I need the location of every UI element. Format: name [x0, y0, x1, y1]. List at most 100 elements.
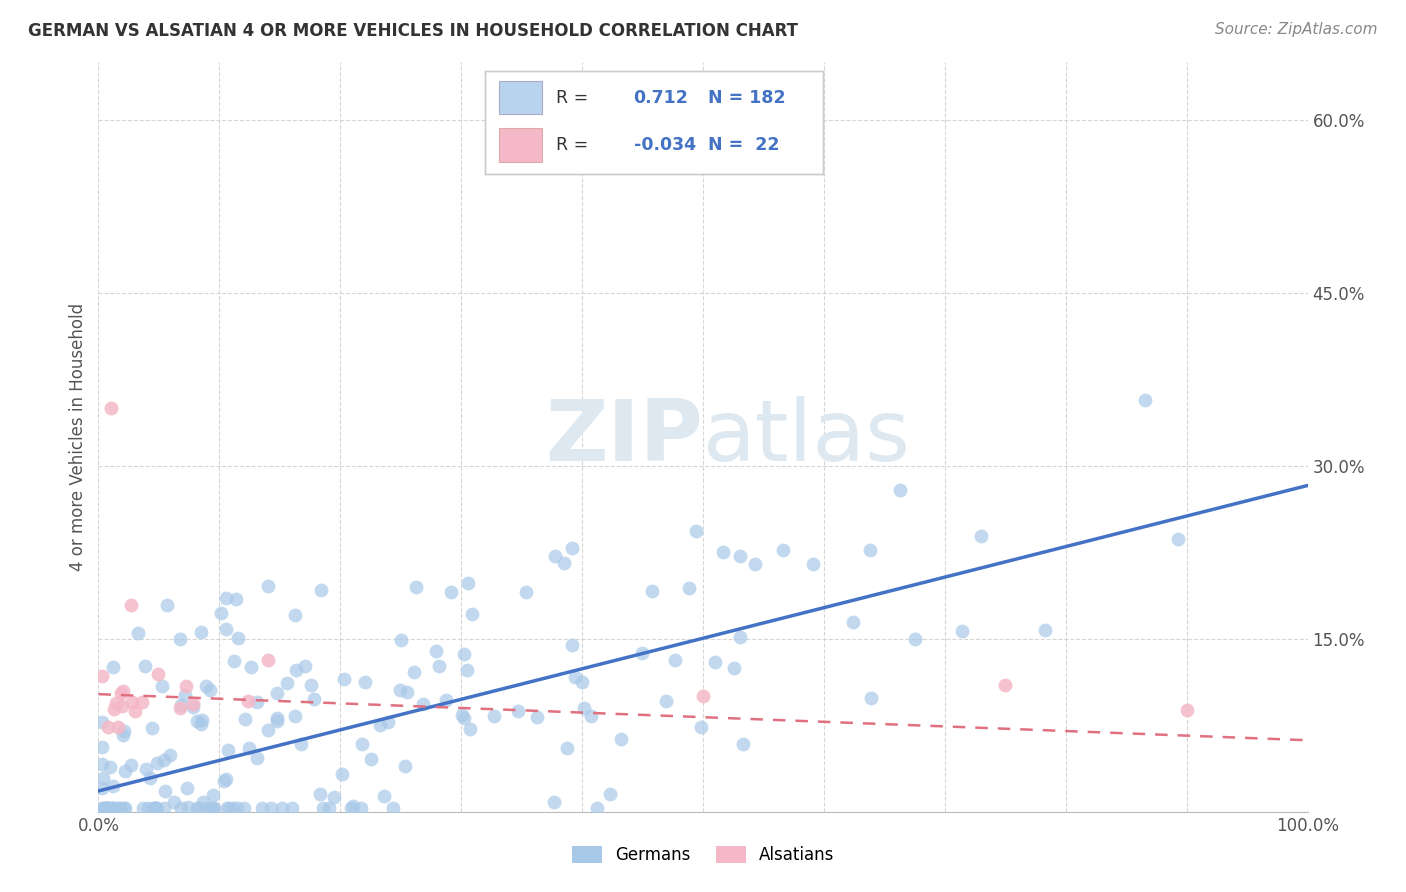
Point — [121, 695, 143, 709]
Point — [318, 801, 340, 815]
Point — [1167, 532, 1189, 546]
Text: atlas: atlas — [703, 395, 911, 479]
Point — [453, 648, 475, 662]
Point — [434, 693, 457, 707]
Point — [284, 708, 307, 723]
Point — [142, 801, 165, 815]
Point — [215, 772, 238, 786]
Point — [453, 711, 475, 725]
Point — [107, 801, 129, 815]
Point — [440, 585, 463, 599]
Y-axis label: 4 or more Vehicles in Household: 4 or more Vehicles in Household — [69, 303, 87, 571]
Point — [112, 728, 135, 742]
Point — [111, 698, 134, 713]
Point — [354, 675, 377, 690]
Point — [114, 764, 136, 779]
Point — [215, 801, 238, 815]
Point — [162, 795, 184, 809]
Bar — [499, 128, 543, 161]
Point — [246, 751, 269, 765]
Point — [950, 624, 973, 638]
Point — [239, 660, 262, 674]
Point — [284, 663, 307, 677]
Point — [215, 591, 238, 606]
Point — [152, 753, 174, 767]
Point — [405, 580, 427, 594]
Point — [543, 795, 565, 809]
Point — [228, 632, 250, 646]
Point — [309, 582, 332, 597]
Point — [412, 697, 434, 711]
Point — [994, 678, 1017, 692]
Point — [174, 688, 197, 702]
Point — [101, 801, 124, 815]
Point — [350, 737, 373, 751]
Point — [101, 801, 124, 815]
Point — [134, 659, 156, 673]
Point — [138, 772, 160, 786]
Point — [194, 801, 217, 815]
Point — [711, 544, 734, 558]
Point — [333, 673, 356, 687]
Point — [124, 705, 146, 719]
Point — [176, 781, 198, 796]
Point — [1033, 623, 1056, 637]
Point — [425, 644, 447, 658]
Point — [136, 801, 159, 815]
Point — [146, 667, 169, 681]
Point — [728, 549, 751, 563]
Point — [238, 741, 260, 756]
Point — [368, 718, 391, 732]
Point — [176, 800, 198, 814]
Point — [553, 556, 575, 570]
Text: GERMAN VS ALSATIAN 4 OR MORE VEHICLES IN HOUSEHOLD CORRELATION CHART: GERMAN VS ALSATIAN 4 OR MORE VEHICLES IN… — [28, 22, 799, 40]
Bar — [499, 80, 543, 114]
Text: N =  22: N = 22 — [707, 136, 779, 153]
Point — [395, 685, 418, 699]
Point — [108, 801, 131, 815]
Point — [266, 711, 288, 725]
Point — [201, 788, 224, 802]
Point — [302, 692, 325, 706]
Point — [202, 801, 225, 815]
Point — [91, 801, 114, 815]
Point — [145, 801, 167, 815]
Point — [94, 801, 117, 815]
Point — [388, 683, 411, 698]
Point — [217, 742, 239, 756]
Point — [257, 653, 280, 667]
Point — [1175, 703, 1198, 717]
Point — [256, 579, 278, 593]
Point — [678, 582, 700, 596]
Point — [451, 708, 474, 723]
Point — [97, 801, 120, 815]
Point — [195, 679, 218, 693]
Point — [579, 709, 602, 723]
Point — [723, 661, 745, 675]
Point — [460, 607, 482, 621]
Point — [803, 557, 825, 571]
Point — [544, 549, 567, 564]
Point — [312, 801, 335, 815]
Point — [96, 801, 118, 815]
Point — [209, 606, 232, 620]
Point — [153, 801, 176, 815]
Point — [571, 674, 593, 689]
Point — [218, 801, 240, 815]
Point — [610, 731, 633, 746]
Point — [404, 665, 426, 679]
Point — [692, 689, 714, 703]
Point — [308, 788, 330, 802]
Point — [266, 714, 288, 728]
Point — [772, 542, 794, 557]
Point — [655, 694, 678, 708]
Point — [456, 663, 478, 677]
Point — [190, 624, 212, 639]
Point — [373, 789, 395, 803]
Legend: Germans, Alsatians: Germans, Alsatians — [565, 839, 841, 871]
Point — [382, 801, 405, 815]
Point — [299, 678, 322, 692]
Point — [127, 625, 149, 640]
Point — [97, 720, 120, 734]
Point — [112, 801, 135, 815]
